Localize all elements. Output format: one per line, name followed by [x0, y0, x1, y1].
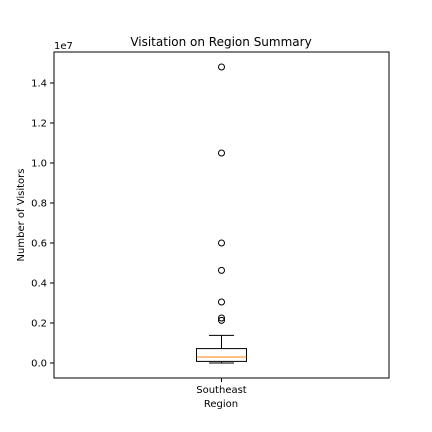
- outlier-point: [218, 149, 225, 157]
- y-tick-label: 0.4: [31, 279, 47, 290]
- outlier-point: [218, 63, 225, 71]
- outlier-point: [218, 314, 225, 322]
- x-tick-label: Southeast: [196, 385, 247, 396]
- plot-area: 0.0 0.2 0.4 0.6 0.8 1.0 1.2 1.4 Southeast: [31, 63, 247, 396]
- y-axis-label: Number of Visitors: [16, 169, 27, 262]
- y-tick-label: 0.8: [31, 199, 47, 210]
- box-iqr: [196, 348, 247, 362]
- y-tick-label: 0.0: [31, 359, 47, 370]
- outlier-point: [218, 298, 225, 306]
- outlier-point: [218, 316, 225, 324]
- y-tick-label: 1.0: [31, 159, 47, 170]
- y-offset-label: 1e7: [54, 41, 73, 52]
- axes-frame: [53, 51, 390, 379]
- y-tick-label: 0.6: [31, 239, 47, 250]
- outlier-point: [218, 266, 225, 274]
- y-tick-label: 1.4: [31, 79, 47, 90]
- y-tick-label: 1.2: [31, 119, 47, 130]
- y-tick-label: 0.2: [31, 319, 47, 330]
- outlier-point: [218, 239, 225, 247]
- x-axis-label: Region: [204, 399, 238, 410]
- chart-title: Visitation on Region Summary: [130, 35, 311, 49]
